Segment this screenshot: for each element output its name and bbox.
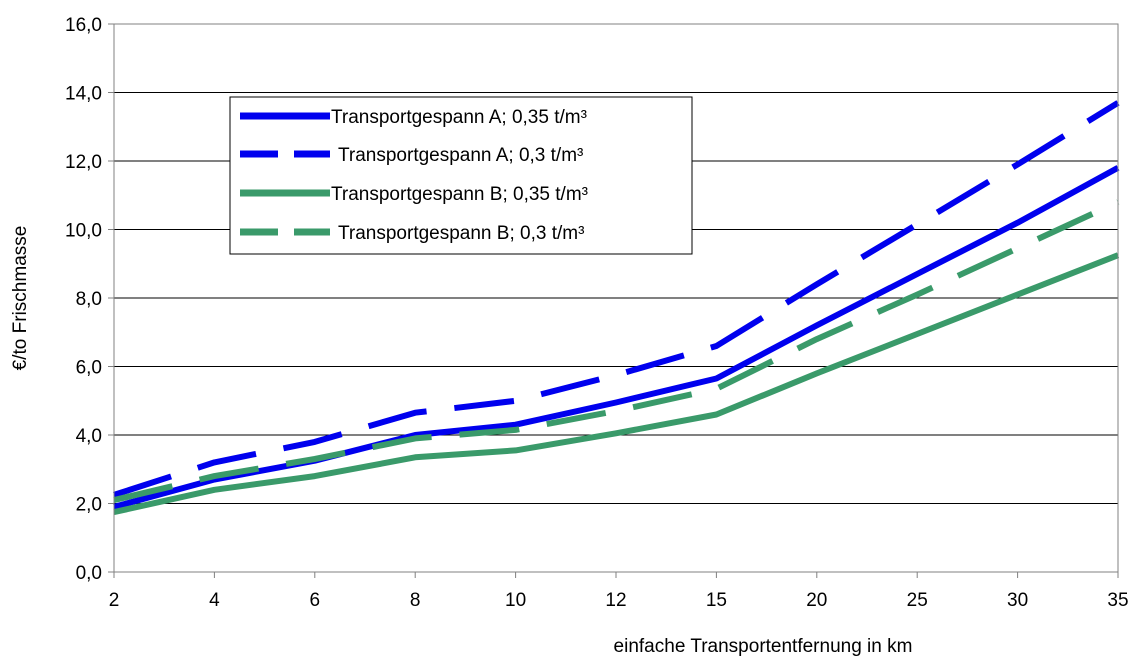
y-axis-label: €/to Frischmasse <box>10 226 31 371</box>
x-tick-label: 25 <box>907 590 928 611</box>
x-tick-label: 15 <box>706 590 727 611</box>
legend-label: Transportgespann B; 0,35 t/m³ <box>331 184 588 205</box>
legend-label: Transportgespann B; 0,3 t/m³ <box>338 223 584 244</box>
plot-area-frame <box>113 23 1119 573</box>
x-tick-label: 8 <box>410 590 421 611</box>
series-line <box>113 100 1120 498</box>
y-tick-label: 10,0 <box>65 221 102 242</box>
y-tick-labels: 0,0 2,0 4,0 6,0 8,0 10,0 12,0 14,0 16,0 <box>65 15 102 584</box>
x-tick-labels: 2 4 6 8 10 12 15 20 25 30 35 <box>109 590 1129 611</box>
x-tick-label: 10 <box>505 590 526 611</box>
y-tick-label: 16,0 <box>65 15 102 36</box>
x-tick-label: 4 <box>209 590 220 611</box>
y-tick-label: 0,0 <box>76 563 102 584</box>
series-line <box>113 252 1120 516</box>
x-tick-label: 2 <box>109 590 120 611</box>
x-tick-label: 6 <box>310 590 321 611</box>
x-tick-label: 35 <box>1107 590 1128 611</box>
y-tick-label: 14,0 <box>65 84 102 105</box>
y-tick-label: 12,0 <box>65 152 102 173</box>
y-tick-label: 2,0 <box>76 495 102 516</box>
legend-label: Transportgespann A; 0,3 t/m³ <box>338 145 583 166</box>
legend-box <box>229 96 693 255</box>
legend-label: Transportgespann A; 0,35 t/m³ <box>331 107 587 128</box>
y-tick-label: 4,0 <box>76 426 102 447</box>
x-tick-label: 12 <box>605 590 626 611</box>
legend: Transportgespann A; 0,35 t/m³ Transportge… <box>229 96 693 255</box>
x-axis-label: einfache Transportentfernung in km <box>614 636 913 657</box>
y-tick-label: 6,0 <box>76 358 102 379</box>
series-line <box>113 165 1120 510</box>
x-tick-label: 20 <box>806 590 827 611</box>
series-lines <box>113 100 1120 516</box>
y-tick-label: 8,0 <box>76 289 102 310</box>
x-tick-label: 30 <box>1007 590 1028 611</box>
